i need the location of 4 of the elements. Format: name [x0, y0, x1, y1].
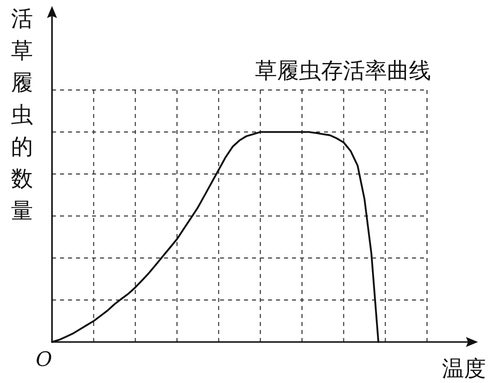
chart-title: 草履虫存活率曲线	[255, 59, 431, 84]
text: O	[36, 347, 52, 371]
y-axis-title: 活草履虫的数量	[11, 7, 33, 224]
x-axis-title: 温度	[442, 357, 486, 382]
